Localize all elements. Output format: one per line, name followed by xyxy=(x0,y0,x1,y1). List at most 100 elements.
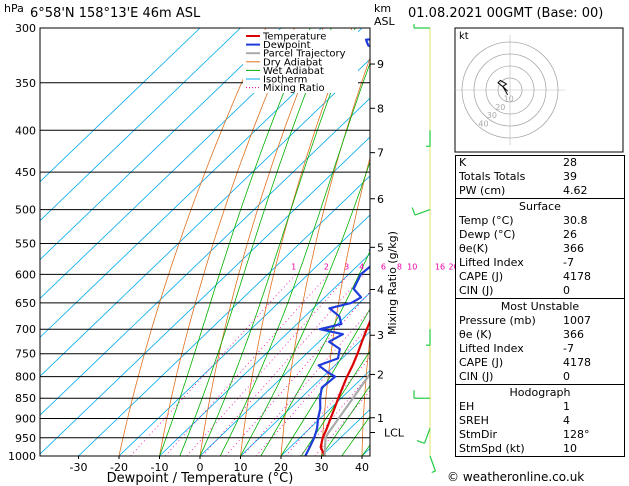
altitude-tick-label: 1 xyxy=(377,412,384,425)
isotherm-line xyxy=(40,28,241,222)
stmspd-value: 10 xyxy=(563,442,577,455)
mixing-ratio-label: 1 xyxy=(291,262,296,271)
surface-dewp-value: 26 xyxy=(563,228,577,241)
mixing-ratio-line xyxy=(242,309,370,456)
stmdir-label: StmDir xyxy=(459,428,498,441)
pressure-tick-label: 550 xyxy=(15,237,36,250)
altitude-tick-label: 3 xyxy=(377,329,384,342)
mu-cape-value: 4178 xyxy=(563,356,591,369)
mixing-ratio-line xyxy=(314,390,370,456)
k-value: 28 xyxy=(563,156,577,169)
series-line-temperature xyxy=(319,318,370,456)
altitude-unit-label: km ASL xyxy=(374,2,395,28)
hodograph-ring-label: 30 xyxy=(487,111,497,120)
surface-dewp-label: Dewp (°C) xyxy=(459,228,516,241)
date-title: 01.08.2021 00GMT (Base: 00) xyxy=(408,6,604,21)
wind-barb-staff xyxy=(423,428,431,444)
totals-totals-row: Totals Totals 39 xyxy=(456,170,624,184)
mu-li-value: -7 xyxy=(563,342,574,355)
x-tick-label: 0 xyxy=(197,461,204,474)
legend-entry: Parcel Trajectory xyxy=(263,49,346,60)
x-tick-label: -30 xyxy=(70,461,88,474)
pressure-tick-label: 450 xyxy=(15,166,36,179)
pressure-tick-label: 1000 xyxy=(8,450,36,463)
mixing-ratio-line xyxy=(202,274,364,456)
mixing-ratio-line xyxy=(225,291,370,456)
surface-theta-label: θe(K) xyxy=(459,242,489,255)
sreh-row: SREH 4 xyxy=(456,414,624,428)
altitude-tick-label: 4 xyxy=(377,283,384,296)
legend-entry: Temperature xyxy=(262,32,326,43)
hodograph-ring-label: 20 xyxy=(495,103,505,112)
surface-section: Surface Temp (°C) 30.8 Dewp (°C) 26 θe(K) 3… xyxy=(456,198,624,298)
pressure-tick-label: 350 xyxy=(15,77,36,90)
wind-barb-staff xyxy=(429,455,437,472)
pressure-unit-label: hPa xyxy=(4,2,24,15)
hodograph-ring-label: 40 xyxy=(478,120,488,129)
pw-label: PW (cm) xyxy=(459,184,506,197)
mixing-ratio-label: 16 xyxy=(435,262,445,271)
pw-row: PW (cm) 4.62 xyxy=(456,184,624,198)
eh-label: EH xyxy=(459,400,475,413)
surface-cape-value: 4178 xyxy=(563,270,591,283)
surface-cape-label: CAPE (J) xyxy=(459,270,504,283)
mixing-ratio-label: 2 xyxy=(324,262,329,271)
stmdir-row: StmDir 128° xyxy=(456,428,624,442)
wind-barb xyxy=(429,455,437,473)
mixing-ratio-line xyxy=(164,274,329,456)
legend-entry: Isotherm xyxy=(263,75,307,86)
eh-row: EH 1 xyxy=(456,400,624,414)
pressure-tick-label: 800 xyxy=(15,371,36,384)
wind-barb xyxy=(413,390,430,399)
hodograph-ring-label: 10 xyxy=(504,94,514,103)
surface-dewp-row: Dewp (°C) 26 xyxy=(456,228,624,242)
mixing-ratio-label: 6 xyxy=(381,262,386,271)
mu-li-label: Lifted Index xyxy=(459,342,524,355)
mixing-ratio-label: 20 xyxy=(449,262,459,271)
location-title: 6°58'N 158°13'E 46m ASL xyxy=(30,6,201,21)
hodograph-section: Hodograph EH 1 SREH 4 StmDir 128° StmSpd (k… xyxy=(456,384,624,456)
surface-li-value: -7 xyxy=(563,256,574,269)
surface-temp-row: Temp (°C) 30.8 xyxy=(456,214,624,228)
surface-li-row: Lifted Index -7 xyxy=(456,256,624,270)
x-tick-label: 40 xyxy=(355,461,369,474)
isotherm-line xyxy=(40,28,201,183)
pressure-tick-label: 500 xyxy=(15,204,36,217)
eh-value: 1 xyxy=(563,400,570,413)
mu-cape-label: CAPE (J) xyxy=(459,356,504,369)
mu-cape-row: CAPE (J) 4178 xyxy=(456,356,624,370)
tt-label: Totals Totals xyxy=(459,170,526,183)
mixing-ratio-line xyxy=(186,274,349,456)
altitude-tick-label: 6 xyxy=(377,193,384,206)
wind-barb-flag xyxy=(416,440,425,444)
isotherm-line xyxy=(40,28,282,261)
mu-theta-label: θe (K) xyxy=(459,328,492,341)
mu-pressure-label: Pressure (mb) xyxy=(459,314,536,327)
altitude-tick-label: 7 xyxy=(377,147,384,160)
copyright-text: © weatheronline.co.uk xyxy=(447,470,585,484)
hodograph-title: Hodograph xyxy=(509,386,571,399)
most-unstable-title: Most Unstable xyxy=(500,300,580,313)
stmdir-value: 128° xyxy=(563,428,590,441)
indices-panel: K 28 Totals Totals 39 PW (cm) 4.62 Surface … xyxy=(455,155,625,457)
wind-barb xyxy=(416,428,431,444)
mixing-ratio-label: 10 xyxy=(407,262,417,271)
legend-entry: Mixing Ratio xyxy=(263,83,325,94)
pressure-tick-label: 600 xyxy=(15,268,36,281)
surface-theta-row: θe(K) 366 xyxy=(456,242,624,256)
pressure-tick-label: 400 xyxy=(15,124,36,137)
pressure-tick-label: 300 xyxy=(15,22,36,35)
wind-barb xyxy=(411,207,431,216)
isotherm-line xyxy=(280,369,370,456)
mu-pressure-row: Pressure (mb) 1007 xyxy=(456,314,624,328)
x-tick-label: 10 xyxy=(234,461,248,474)
wet-adiabat-line xyxy=(321,385,370,456)
altitude-tick-label: 8 xyxy=(377,102,384,115)
pw-value: 4.62 xyxy=(563,184,588,197)
mu-theta-row: θe (K) 366 xyxy=(456,328,624,342)
surface-theta-value: 366 xyxy=(563,242,584,255)
x-tick-label: 30 xyxy=(315,461,329,474)
stmspd-label: StmSpd (kt) xyxy=(459,442,525,455)
